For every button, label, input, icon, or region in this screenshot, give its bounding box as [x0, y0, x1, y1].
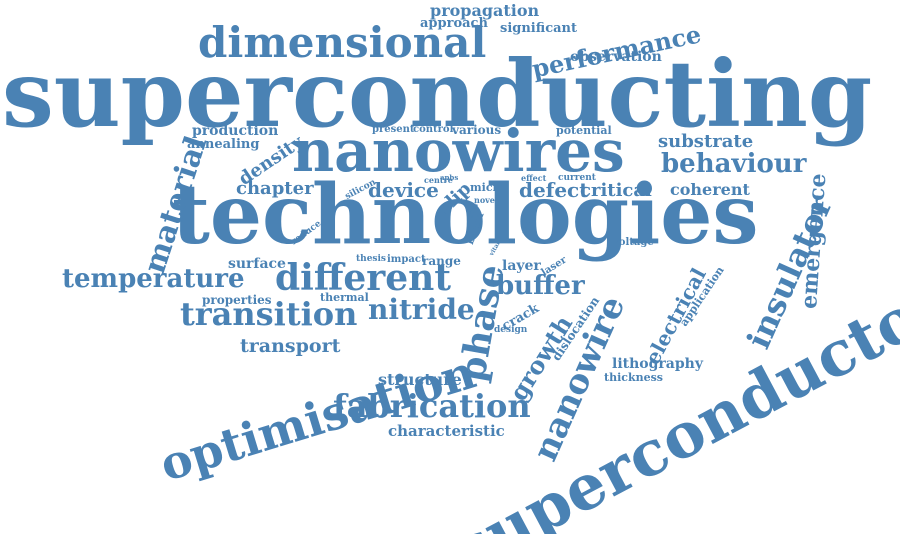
- word-significant: significant: [500, 21, 577, 36]
- word-annealing: annealing: [187, 137, 260, 152]
- word-observation: observation: [570, 49, 662, 65]
- word-various: various: [452, 123, 502, 137]
- word-potential: potential: [556, 124, 612, 137]
- word-design: design: [494, 325, 528, 335]
- word-substrate: substrate: [658, 131, 754, 152]
- word-propagation: propagation: [430, 1, 540, 20]
- word-behaviour: behaviour: [661, 149, 807, 179]
- word-range: range: [422, 254, 461, 268]
- word-characteristic: characteristic: [388, 422, 505, 440]
- word-properties: properties: [202, 293, 272, 307]
- word-production: production: [192, 123, 279, 139]
- word-centre: centre: [424, 175, 453, 185]
- word-control: control: [413, 124, 454, 135]
- word-present: present: [372, 124, 415, 135]
- word-dimensional: dimensional: [198, 18, 487, 67]
- word-nanowires: nanowires: [292, 117, 625, 185]
- word-transition: transition: [180, 295, 358, 333]
- word-thickness: thickness: [604, 371, 663, 384]
- word-nitride: nitride: [368, 293, 475, 326]
- word-defect: defect: [519, 178, 589, 202]
- word-fabrication: fabrication: [333, 387, 531, 425]
- word-different: different: [275, 257, 451, 299]
- word-chapter: chapter: [236, 178, 314, 199]
- word-critical: critical: [580, 180, 652, 201]
- word-lithography: lithography: [612, 356, 703, 372]
- word-approach: approach: [420, 16, 488, 31]
- word-apbs: apbs: [440, 173, 459, 182]
- word-coherent: coherent: [670, 180, 750, 199]
- word-transport: transport: [240, 335, 341, 357]
- word-thermal: thermal: [320, 291, 369, 304]
- word-device: device: [368, 178, 439, 202]
- word-technologies: technologies: [172, 167, 759, 263]
- word-temperature: temperature: [62, 264, 245, 294]
- word-effect: effect: [521, 173, 547, 183]
- word-structure: structure: [378, 370, 462, 389]
- word-impact: impact: [387, 254, 426, 265]
- word-electrical: electrical: [640, 264, 711, 369]
- word-thesis: thesis: [356, 254, 386, 264]
- word-surface: surface: [228, 256, 286, 272]
- word-buffer: buffer: [496, 271, 585, 301]
- word-layer: layer: [502, 258, 541, 274]
- word-micro: micro: [470, 181, 506, 194]
- word-novel: novel: [474, 195, 498, 205]
- word-voltage: voltage: [613, 237, 654, 248]
- word-current: current: [558, 173, 596, 183]
- word-superconducting: superconducting: [2, 40, 873, 148]
